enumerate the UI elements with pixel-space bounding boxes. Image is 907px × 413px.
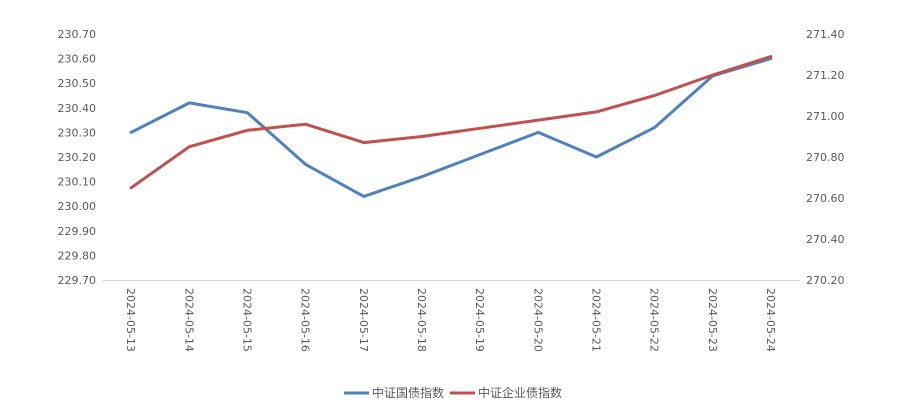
x-tick-label: 2024-05-13 bbox=[124, 288, 137, 352]
left-y-tick-label: 230.40 bbox=[58, 102, 97, 115]
legend-label-1: 中证国债指数 bbox=[372, 385, 444, 400]
x-tick-label: 2024-05-22 bbox=[648, 288, 661, 352]
right-y-tick-label: 270.40 bbox=[806, 233, 845, 246]
series-line-2 bbox=[129, 55, 773, 190]
left-y-tick-label: 229.90 bbox=[58, 225, 97, 238]
x-tick-label: 2024-05-23 bbox=[706, 288, 719, 352]
left-y-tick-label: 229.80 bbox=[58, 249, 97, 262]
left-y-tick-label: 229.70 bbox=[58, 274, 97, 287]
right-y-tick-label: 270.20 bbox=[806, 274, 845, 287]
x-tick-label: 2024-05-16 bbox=[299, 288, 312, 352]
left-y-axis: 229.70 229.80 229.90 230.00 230.10 230.20 230.… bbox=[58, 28, 97, 287]
right-y-axis: 270.20 270.40 270.60 270.80 271.00 271.20 271.… bbox=[806, 28, 845, 287]
legend-label-2: 中证企业债指数 bbox=[478, 385, 562, 400]
right-y-tick-label: 270.60 bbox=[806, 192, 845, 205]
x-tick-label: 2024-05-17 bbox=[357, 288, 370, 352]
x-tick-label: 2024-05-15 bbox=[240, 288, 253, 352]
right-y-tick-label: 271.20 bbox=[806, 69, 845, 82]
x-tick-label: 2024-05-14 bbox=[182, 288, 195, 352]
left-y-tick-label: 230.20 bbox=[58, 151, 97, 164]
x-tick-label: 2024-05-19 bbox=[473, 288, 486, 352]
series-line-1 bbox=[129, 57, 773, 198]
legend: 中证国债指数 中证企业债指数 bbox=[344, 385, 562, 400]
right-y-tick-label: 271.40 bbox=[806, 28, 845, 41]
right-y-tick-label: 271.00 bbox=[806, 110, 845, 123]
left-y-tick-label: 230.00 bbox=[58, 200, 97, 213]
series-group bbox=[129, 55, 773, 198]
x-axis: 2024-05-13 2024-05-14 2024-05-15 2024-05-16… bbox=[124, 288, 777, 352]
x-tick-label: 2024-05-24 bbox=[764, 288, 777, 352]
left-y-tick-label: 230.50 bbox=[58, 77, 97, 90]
x-tick-label: 2024-05-18 bbox=[415, 288, 428, 352]
left-y-tick-label: 230.10 bbox=[58, 176, 97, 189]
left-y-tick-label: 230.30 bbox=[58, 126, 97, 139]
left-y-tick-label: 230.60 bbox=[58, 53, 97, 66]
left-y-tick-label: 230.70 bbox=[58, 28, 97, 41]
right-y-tick-label: 270.80 bbox=[806, 151, 845, 164]
x-tick-label: 2024-05-21 bbox=[589, 288, 602, 352]
x-tick-label: 2024-05-20 bbox=[531, 288, 544, 352]
